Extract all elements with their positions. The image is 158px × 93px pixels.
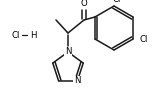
Text: Cl: Cl — [140, 36, 148, 44]
Text: H: H — [30, 31, 36, 40]
Text: Cl: Cl — [113, 0, 121, 4]
Text: N: N — [74, 76, 81, 85]
Text: N: N — [65, 48, 71, 57]
Text: O: O — [81, 0, 87, 8]
Text: Cl: Cl — [12, 31, 20, 40]
